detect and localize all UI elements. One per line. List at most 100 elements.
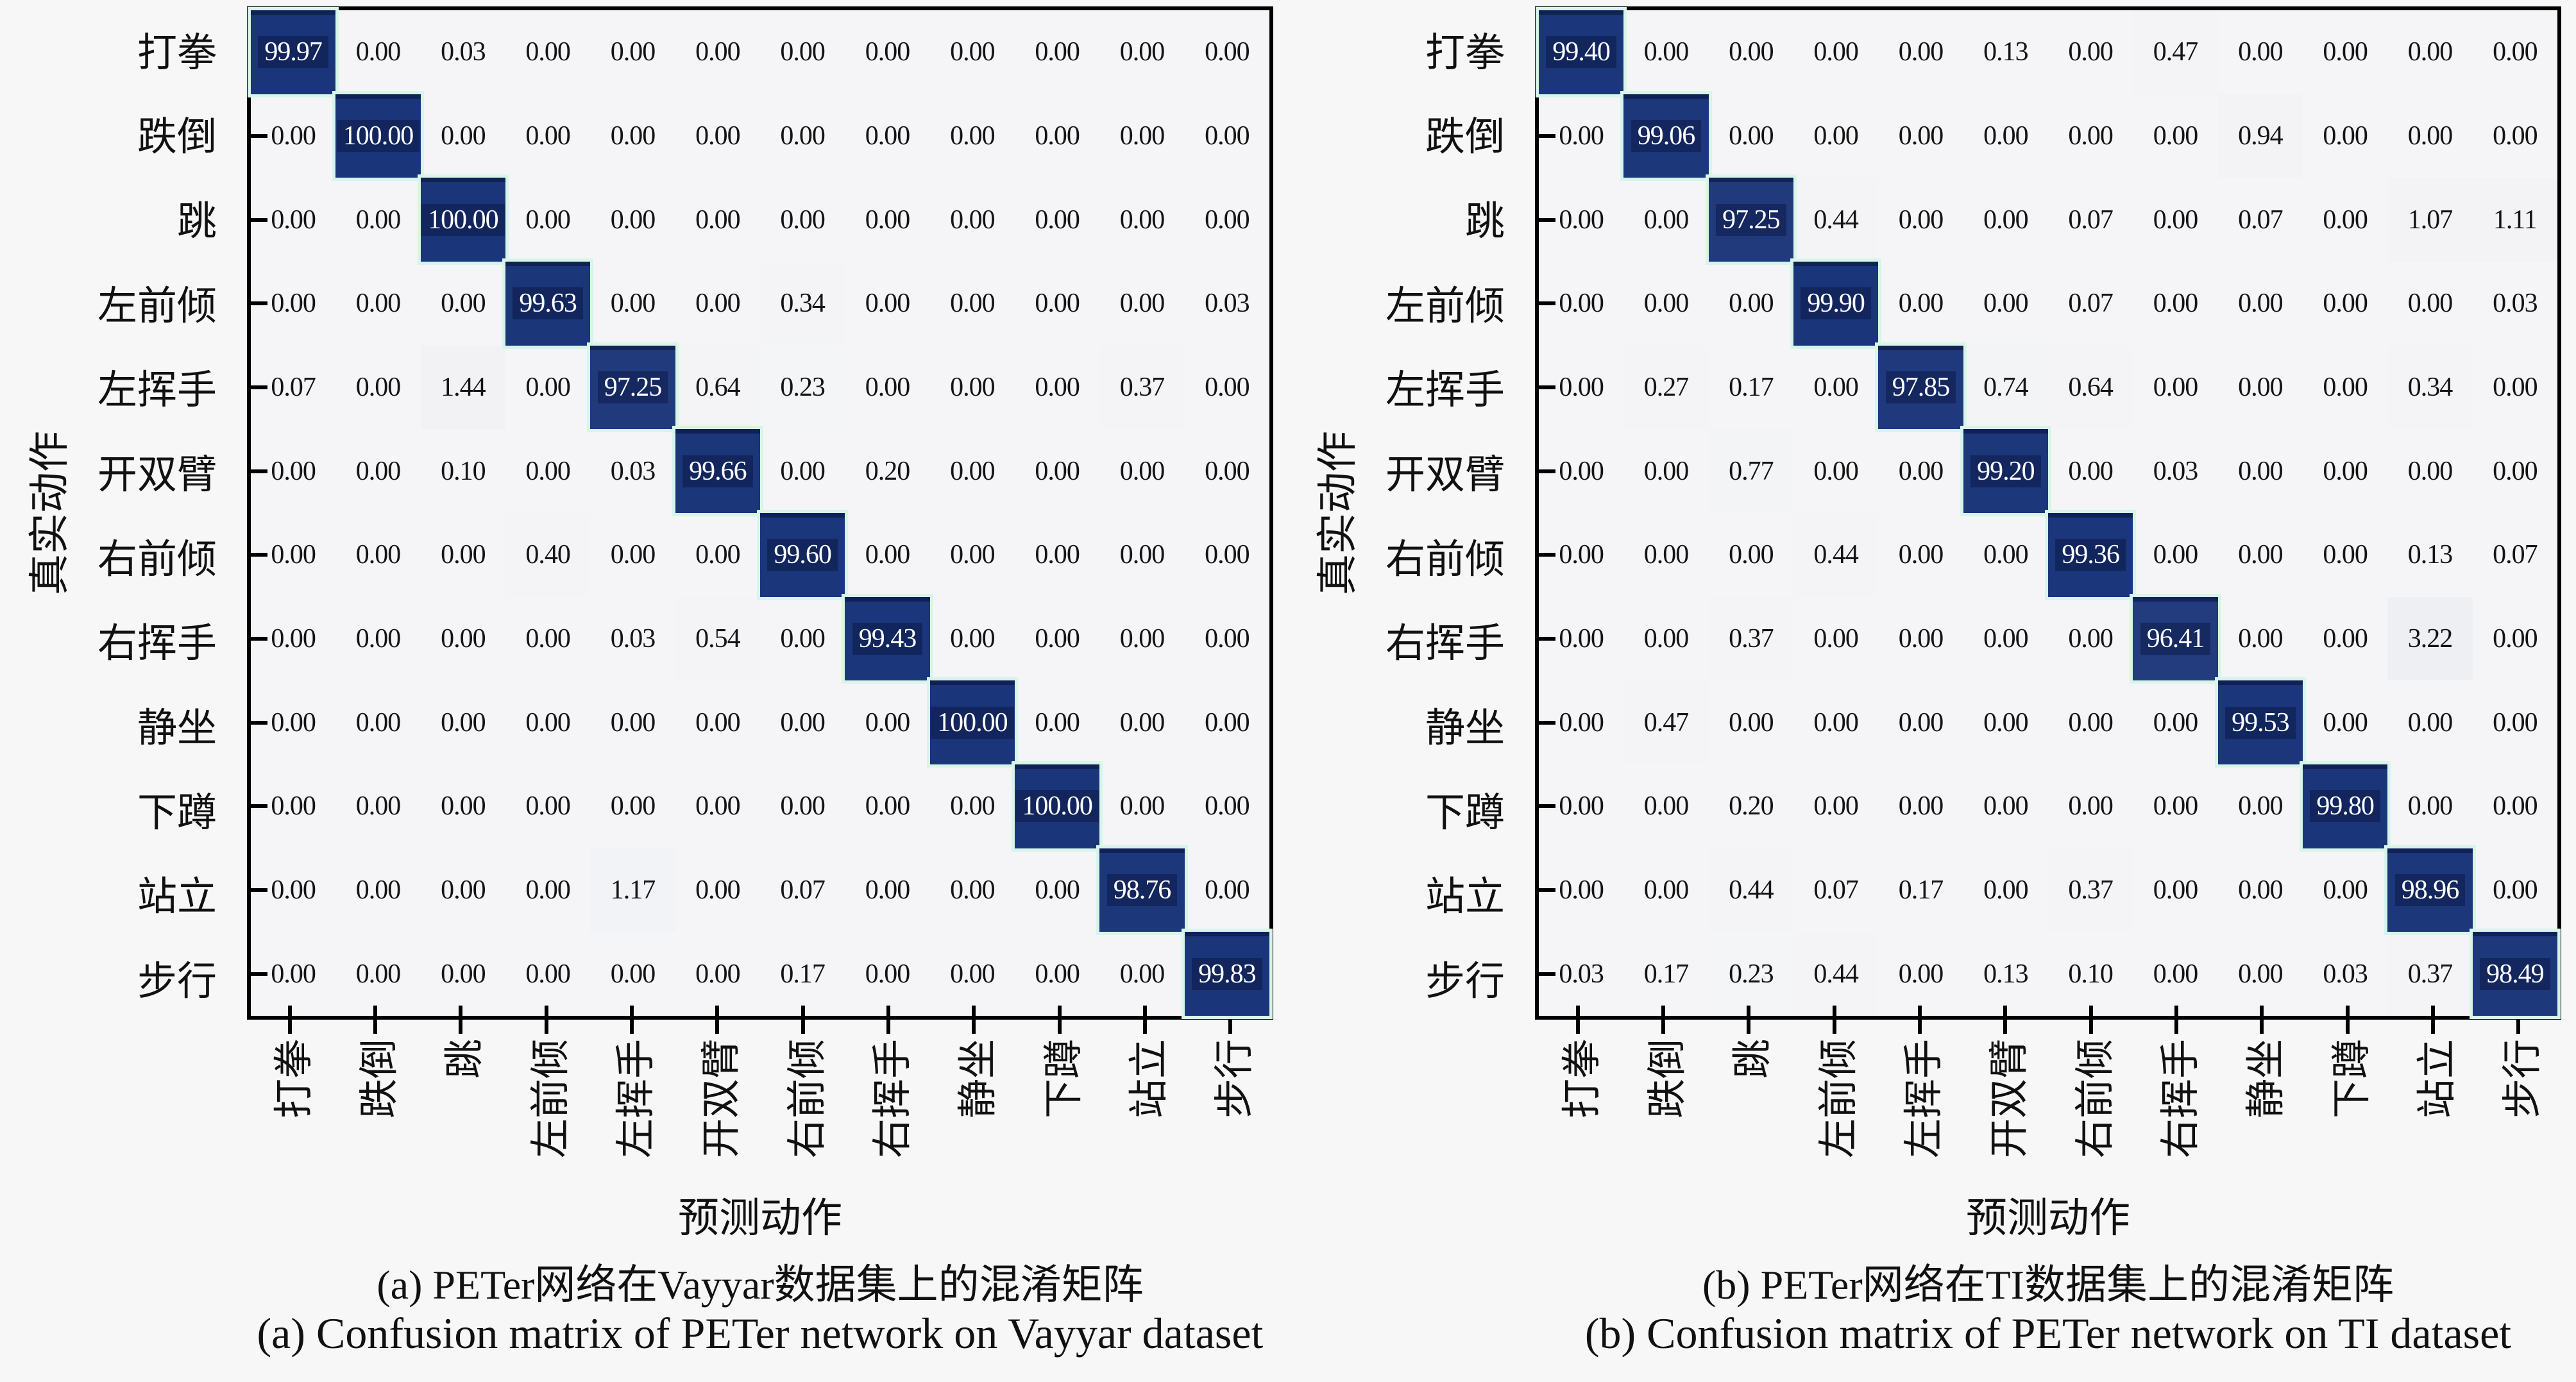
matrix-cell-value: 0.47: [2153, 37, 2198, 67]
matrix-cell-value: 0.00: [695, 289, 740, 319]
matrix-cell: 0.00: [335, 178, 421, 262]
matrix-cell-value: 0.94: [2238, 121, 2283, 151]
matrix-cell: 0.47: [1623, 680, 1709, 764]
col-label: 站立: [1127, 1039, 1171, 1119]
matrix-cell: 0.74: [1963, 345, 2048, 430]
matrix-cell-value: 0.07: [780, 875, 825, 905]
matrix-cell-value: 0.00: [2153, 205, 2198, 235]
matrix-cell-value: 0.00: [865, 875, 910, 905]
matrix-cell: 0.17: [1708, 345, 1793, 430]
matrix-cell: 0.17: [759, 932, 845, 1016]
matrix-cell-value: 0.00: [1559, 791, 1604, 822]
matrix-cell: 0.54: [675, 596, 760, 681]
x-tick-mark: [2260, 1006, 2264, 1034]
matrix-cell: 0.00: [1708, 94, 1793, 178]
matrix-cell-value: 0.00: [1729, 289, 1774, 319]
matrix-cell-value: 0.20: [1729, 791, 1774, 822]
matrix-cell-value: 0.00: [1643, 791, 1689, 822]
x-tick-mark: [2430, 1006, 2435, 1034]
matrix-cell-value: 0.00: [2238, 791, 2283, 822]
matrix-cell: 0.00: [505, 596, 591, 681]
panel-vayyar: 真实动作 打拳 跌倒跳左前倾 左挥手 开双臂 右前倾 右挥手 静坐 下蹲 站立 步行 99.97 0…: [27, 6, 1273, 1358]
y-tick-mark: [1539, 636, 1555, 641]
matrix-cell-value: 0.00: [2493, 707, 2538, 737]
matrix-cell-value: 0.00: [1559, 289, 1604, 319]
matrix-cell: 0.20: [845, 429, 930, 513]
matrix-cell: 0.03: [2302, 932, 2388, 1016]
matrix-cell-value: 0.00: [1205, 875, 1250, 905]
matrix-cell-value: 0.23: [780, 372, 825, 402]
col-label: 右挥手: [870, 1039, 915, 1159]
matrix-cell: 0.00: [2387, 680, 2473, 764]
matrix-cell: 0.00: [759, 178, 845, 262]
row-label: 右前倾: [1385, 537, 1505, 582]
matrix-cell: 99.36: [2044, 510, 2137, 600]
matrix-cell: 0.00: [590, 932, 675, 1016]
col-label: 右前倾: [2073, 1039, 2117, 1159]
matrix-cell: 0.00: [1878, 596, 1963, 681]
matrix-cell-value: 0.03: [441, 37, 486, 67]
row-label: 站立: [137, 875, 217, 920]
matrix-cell-value: 0.00: [695, 121, 740, 151]
matrix-cell-value: 0.00: [1643, 37, 1689, 67]
x-tick-mark: [459, 1006, 463, 1034]
matrix-cell: 0.00: [2217, 10, 2303, 94]
matrix-cell: 0.44: [1793, 178, 1879, 262]
matrix-cell: 0.00: [759, 680, 845, 764]
x-tick-mark: [1142, 1006, 1147, 1034]
matrix-cell-value: 0.00: [1983, 791, 2028, 822]
matrix-cell: 98.96: [2384, 845, 2476, 936]
matrix-cell: 0.13: [2387, 513, 2473, 597]
matrix-cell: 0.00: [1184, 596, 1269, 681]
x-tick-mark: [2174, 1006, 2178, 1034]
matrix-cell: 99.66: [672, 426, 763, 516]
matrix-cell-value: 0.07: [2068, 205, 2113, 235]
matrix-cell-value: 0.00: [1983, 289, 2028, 319]
matrix-cell-value: 0.00: [1035, 289, 1080, 319]
matrix-cell-value: 0.00: [355, 791, 401, 822]
matrix-cell-value: 0.00: [780, 791, 825, 822]
col-label: 右挥手: [2158, 1039, 2203, 1159]
matrix-cell: 0.00: [1099, 764, 1185, 848]
matrix-cell-value: 0.00: [950, 37, 995, 67]
matrix-cell: 0.00: [1793, 429, 1879, 513]
col-label: 跌倒: [357, 1039, 402, 1119]
col-label: 左前倾: [1817, 1039, 1861, 1159]
matrix-cell: 0.00: [335, 596, 421, 681]
matrix-cell: 0.37: [2047, 848, 2133, 932]
matrix-cell-value: 0.00: [2493, 37, 2538, 67]
y-tick-mark: [251, 636, 267, 641]
matrix-cell: 0.00: [2472, 10, 2557, 94]
matrix-cell-value: 0.10: [2068, 959, 2113, 989]
x-tick-mark: [2003, 1006, 2008, 1034]
matrix-cell-value: 0.00: [1643, 540, 1689, 570]
matrix-cell-value: 99.20: [1970, 455, 2041, 487]
matrix-cell-value: 0.00: [1119, 456, 1165, 486]
col-label: 静坐: [956, 1039, 1001, 1119]
matrix-cell-value: 0.00: [1119, 707, 1165, 737]
matrix-cell: 0.00: [2133, 513, 2218, 597]
matrix-cell: 0.00: [2302, 680, 2388, 764]
matrix-cell: 0.00: [759, 764, 845, 848]
matrix-cell: 0.00: [335, 429, 421, 513]
matrix-cell-value: 0.00: [1035, 456, 1080, 486]
matrix-cell-value: 0.00: [865, 37, 910, 67]
row-label: 跳: [176, 200, 217, 244]
matrix-cell-value: 0.74: [1983, 372, 2028, 402]
matrix-cell: 0.00: [2387, 10, 2473, 94]
matrix-cell-value: 0.00: [1119, 205, 1165, 235]
x-axis-label: 预测动作: [678, 1195, 842, 1241]
matrix-cell: 0.03: [590, 429, 675, 513]
matrix-cell-value: 0.03: [610, 623, 656, 653]
matrix-cell: 0.00: [420, 94, 505, 178]
row-label: 静坐: [1425, 707, 1505, 751]
matrix-cell-value: 1.44: [441, 372, 486, 402]
matrix-cell: 0.00: [1014, 429, 1100, 513]
matrix-cell: 0.00: [590, 178, 675, 262]
matrix-cell: 0.00: [929, 262, 1015, 346]
y-tick-mark: [1539, 133, 1555, 138]
matrix-cell-value: 0.07: [1813, 875, 1858, 905]
matrix-cell: 0.00: [1014, 345, 1100, 430]
matrix-cell-value: 0.07: [2068, 289, 2113, 319]
